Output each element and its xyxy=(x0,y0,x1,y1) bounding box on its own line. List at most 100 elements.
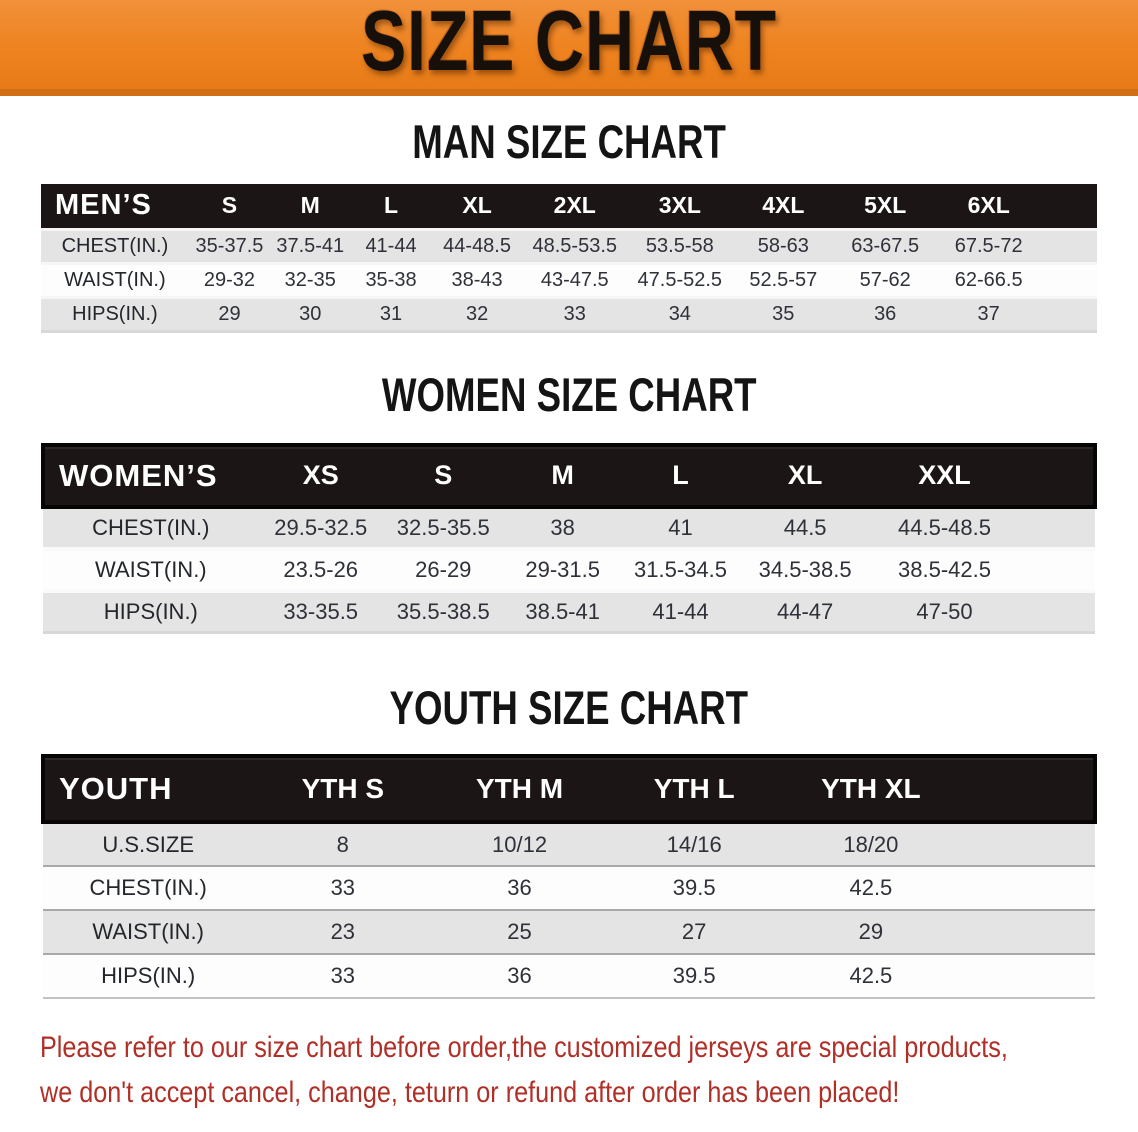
size-value: 42.5 xyxy=(781,953,961,1000)
column-header: YTH M xyxy=(432,754,607,825)
filler-cell xyxy=(1018,546,1095,591)
row-label: CHEST(IN.) xyxy=(43,504,259,549)
size-value: 32-35 xyxy=(270,262,351,298)
size-value: 37.5-41 xyxy=(270,228,351,264)
row-label: U.S.SIZE xyxy=(43,822,254,867)
table-row: U.S.SIZE 8 10/12 14/16 18/20 xyxy=(43,822,1095,867)
size-value: 42.5 xyxy=(781,865,961,911)
table-row: HIPS(IN.) 33 36 39.5 42.5 xyxy=(43,953,1095,1000)
order-disclaimer: Please refer to our size chart before or… xyxy=(40,1025,1138,1115)
header-filler-cell xyxy=(1040,183,1097,230)
row-label: HIPS(IN.) xyxy=(41,296,189,334)
filler-cell xyxy=(1040,296,1097,334)
row-label: HIPS(IN.) xyxy=(43,588,259,635)
men-size-table: MEN’S S M L XL 2XL 3XL 4XL 5XL 6XL CHEST(IN.) 35-37… xyxy=(41,183,1097,334)
size-value: 34 xyxy=(627,296,733,334)
men-size-section: MAN SIZE CHART MEN’S S M L XL 2XL 3XL 4XL 5XL 6XL… xyxy=(0,115,1138,334)
size-value: 33 xyxy=(253,953,433,1000)
size-value: 58-63 xyxy=(732,228,834,264)
size-value: 43-47.5 xyxy=(522,262,628,298)
column-header: XS xyxy=(258,442,383,509)
size-value: 31 xyxy=(350,296,432,334)
size-value: 47-50 xyxy=(870,588,1019,635)
table-header-label: YOUTH xyxy=(40,754,254,825)
size-value: 48.5-53.5 xyxy=(522,228,628,264)
size-value: 44-47 xyxy=(739,588,871,635)
size-value: 44-48.5 xyxy=(431,228,523,264)
size-value: 35-37.5 xyxy=(188,228,271,264)
size-value: 31.5-34.5 xyxy=(621,546,740,591)
size-value: 39.5 xyxy=(606,953,782,1000)
size-value: 38.5-42.5 xyxy=(870,546,1019,591)
table-row: HIPS(IN.) 29 30 31 32 33 34 35 36 37 xyxy=(41,296,1097,334)
disclaimer-line-2: we don't accept cancel, change, teturn o… xyxy=(40,1076,900,1110)
size-value: 29.5-32.5 xyxy=(258,504,383,549)
banner-title: SIZE CHART xyxy=(361,0,777,89)
table-header-label: MEN’S xyxy=(41,183,189,230)
size-value: 41-44 xyxy=(350,228,432,264)
size-value: 23.5-26 xyxy=(258,546,383,591)
size-value: 25 xyxy=(432,909,607,955)
column-header: YTH XL xyxy=(781,754,961,825)
row-label: CHEST(IN.) xyxy=(41,228,189,264)
table-header-row: MEN’S S M L XL 2XL 3XL 4XL 5XL 6XL xyxy=(41,183,1097,230)
column-header: 6XL xyxy=(936,183,1041,230)
filler-cell xyxy=(1018,588,1095,635)
column-header: XXL xyxy=(870,442,1019,509)
row-label: WAIST(IN.) xyxy=(43,546,259,591)
table-header-row: WOMEN’S XS S M L XL XXL xyxy=(41,442,1097,509)
size-value: 29-31.5 xyxy=(503,546,622,591)
size-value: 36 xyxy=(432,953,607,1000)
size-value: 34.5-38.5 xyxy=(739,546,871,591)
header-filler-cell xyxy=(960,754,1097,825)
size-value: 67.5-72 xyxy=(936,228,1041,264)
row-label: HIPS(IN.) xyxy=(43,953,254,1000)
size-value: 10/12 xyxy=(432,822,607,867)
size-value: 32 xyxy=(431,296,523,334)
size-value: 26-29 xyxy=(382,546,504,591)
column-header: 4XL xyxy=(732,183,834,230)
table-row: WAIST(IN.) 23.5-26 26-29 29-31.5 31.5-34.5 34… xyxy=(43,546,1095,591)
size-value: 32.5-35.5 xyxy=(382,504,504,549)
column-header: YTH S xyxy=(253,754,433,825)
size-value: 35 xyxy=(732,296,834,334)
column-header: XL xyxy=(431,183,523,230)
size-value: 39.5 xyxy=(606,865,782,911)
size-value: 18/20 xyxy=(781,822,961,867)
size-value: 33-35.5 xyxy=(258,588,383,635)
size-value: 47.5-52.5 xyxy=(627,262,733,298)
size-value: 29 xyxy=(188,296,271,334)
size-value: 35-38 xyxy=(350,262,432,298)
size-value: 63-67.5 xyxy=(833,228,937,264)
size-value: 41 xyxy=(621,504,740,549)
size-value: 8 xyxy=(253,822,433,867)
youth-section-title: YOUTH SIZE CHART xyxy=(389,681,749,735)
table-header-label: WOMEN’S xyxy=(41,442,259,509)
size-value: 37 xyxy=(936,296,1041,334)
filler-cell xyxy=(1040,228,1097,264)
column-header: 5XL xyxy=(833,183,937,230)
filler-cell xyxy=(960,953,1095,1000)
men-section-title: MAN SIZE CHART xyxy=(412,115,726,168)
size-value: 33 xyxy=(253,865,433,911)
banner: SIZE CHART xyxy=(0,0,1138,96)
filler-cell xyxy=(1018,504,1095,549)
table-row: CHEST(IN.) 29.5-32.5 32.5-35.5 38 41 44.5 44.5… xyxy=(43,504,1095,549)
header-filler-cell xyxy=(1018,442,1097,509)
size-value: 38.5-41 xyxy=(503,588,622,635)
filler-cell xyxy=(960,909,1095,955)
row-label: WAIST(IN.) xyxy=(41,262,189,298)
filler-cell xyxy=(1040,262,1097,298)
youth-size-table: YOUTH YTH S YTH M YTH L YTH XL U.S.SIZE 8 10/12… xyxy=(40,754,1097,1000)
size-value: 53.5-58 xyxy=(627,228,733,264)
filler-cell xyxy=(960,822,1095,867)
size-value: 36 xyxy=(432,865,607,911)
size-value: 62-66.5 xyxy=(936,262,1041,298)
size-value: 23 xyxy=(253,909,433,955)
women-section-title: WOMEN SIZE CHART xyxy=(381,368,757,422)
row-label: CHEST(IN.) xyxy=(43,865,254,911)
table-row: CHEST(IN.) 35-37.5 37.5-41 41-44 44-48.5 48.5… xyxy=(41,228,1097,264)
column-header: XL xyxy=(739,442,871,509)
size-value: 36 xyxy=(833,296,937,334)
